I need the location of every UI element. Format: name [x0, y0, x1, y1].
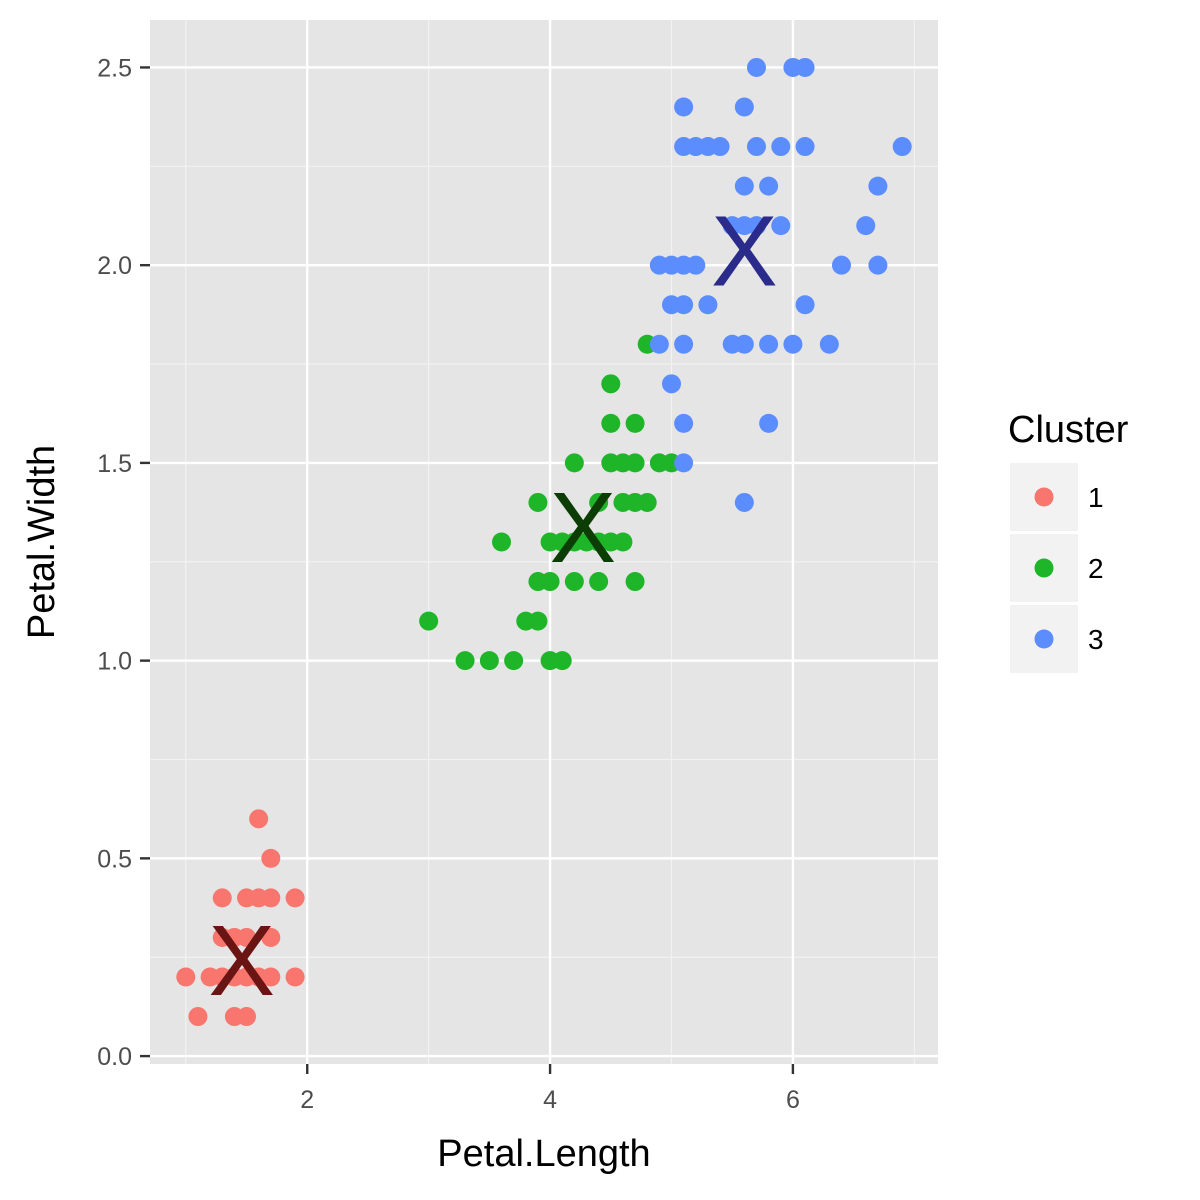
- point-cluster-3-13: [674, 295, 694, 315]
- point-cluster-2-29: [625, 453, 645, 473]
- legend-swatch-1: [1034, 487, 1054, 507]
- point-cluster-3-8: [734, 334, 754, 354]
- point-cluster-2-4: [552, 651, 572, 671]
- legend-label-3: 3: [1088, 624, 1104, 655]
- point-cluster-2-32: [601, 413, 621, 433]
- point-cluster-1-21: [249, 809, 269, 829]
- point-cluster-3-28: [759, 176, 779, 196]
- y-tick-label-3: 1.5: [97, 450, 132, 478]
- x-axis-title: Petal.Length: [437, 1133, 650, 1175]
- centroid-cluster-3: X: [711, 195, 778, 307]
- x-tick-label-2: 6: [786, 1086, 800, 1114]
- point-cluster-3-29: [868, 176, 888, 196]
- point-cluster-3-21: [868, 255, 888, 275]
- point-cluster-2-1: [479, 651, 499, 671]
- centroid-cluster-1: X: [208, 905, 275, 1017]
- point-cluster-1-10: [237, 1007, 257, 1027]
- x-tick-label-1: 4: [543, 1086, 557, 1114]
- point-cluster-1-13: [237, 927, 257, 947]
- point-cluster-2-5: [419, 611, 439, 631]
- point-cluster-1-8: [188, 1007, 208, 1027]
- point-cluster-1-7: [285, 967, 305, 987]
- point-cluster-2-26: [564, 453, 584, 473]
- y-axis-title: Petal.Width: [21, 445, 63, 639]
- point-cluster-3-19: [686, 255, 706, 275]
- legend-swatch-2: [1034, 558, 1054, 578]
- y-tick-label-0: 0.0: [97, 1043, 132, 1071]
- point-cluster-1-18: [261, 888, 281, 908]
- point-cluster-3-36: [795, 137, 815, 157]
- point-cluster-1-0: [176, 967, 196, 987]
- point-cluster-2-10: [564, 572, 584, 592]
- point-cluster-3-35: [771, 137, 791, 157]
- point-cluster-3-2: [759, 413, 779, 433]
- centroid-markers: X X X: [208, 195, 777, 1016]
- point-cluster-1-6: [261, 967, 281, 987]
- point-cluster-3-40: [746, 57, 766, 77]
- y-tick-label-5: 2.5: [97, 54, 132, 82]
- point-cluster-3-15: [795, 295, 815, 315]
- data-points: [176, 57, 912, 1027]
- point-cluster-3-33: [710, 137, 730, 157]
- point-cluster-2-7: [528, 611, 548, 631]
- x-tick-label-0: 2: [300, 1086, 314, 1114]
- point-cluster-2-13: [492, 532, 512, 552]
- point-cluster-3-14: [698, 295, 718, 315]
- point-cluster-1-15: [212, 888, 232, 908]
- point-cluster-1-20: [261, 848, 281, 868]
- point-cluster-3-37: [892, 137, 912, 157]
- point-cluster-3-0: [674, 453, 694, 473]
- point-cluster-2-21: [528, 492, 548, 512]
- point-cluster-2-34: [601, 374, 621, 394]
- legend-swatch-3: [1034, 629, 1054, 649]
- centroid-cluster-2: X: [550, 472, 617, 584]
- point-cluster-2-11: [589, 572, 609, 592]
- legend-label-2: 2: [1088, 553, 1104, 584]
- point-cluster-3-42: [795, 57, 815, 77]
- point-cluster-3-11: [819, 334, 839, 354]
- point-cluster-3-4: [661, 374, 681, 394]
- y-axis: 0.0 0.5 1.0 1.5 2.0 2.5: [97, 54, 150, 1071]
- point-cluster-3-26: [856, 216, 876, 236]
- x-axis: 2 4 6: [300, 1064, 800, 1114]
- point-cluster-3-38: [674, 97, 694, 117]
- point-cluster-3-3: [674, 413, 694, 433]
- point-cluster-3-10: [783, 334, 803, 354]
- point-cluster-3-25: [771, 216, 791, 236]
- point-cluster-3-34: [746, 137, 766, 157]
- point-cluster-3-39: [734, 97, 754, 117]
- point-cluster-3-6: [674, 334, 694, 354]
- point-cluster-2-33: [625, 413, 645, 433]
- point-cluster-3-9: [759, 334, 779, 354]
- point-cluster-2-9: [540, 572, 560, 592]
- legend: Cluster 1 2 3: [1008, 409, 1129, 673]
- point-cluster-3-27: [734, 176, 754, 196]
- y-tick-label-1: 0.5: [97, 845, 132, 873]
- legend-label-1: 1: [1088, 482, 1104, 513]
- y-tick-label-4: 2.0: [97, 252, 132, 280]
- point-cluster-3-20: [831, 255, 851, 275]
- point-cluster-3-5: [649, 334, 669, 354]
- point-cluster-3-24: [746, 216, 766, 236]
- point-cluster-1-14: [261, 927, 281, 947]
- point-cluster-1-19: [285, 888, 305, 908]
- point-cluster-2-2: [504, 651, 524, 671]
- point-cluster-2-25: [637, 492, 657, 512]
- point-cluster-2-20: [613, 532, 633, 552]
- minor-gridlines: [150, 20, 938, 1064]
- point-cluster-2-12: [625, 572, 645, 592]
- y-tick-label-2: 1.0: [97, 648, 132, 676]
- point-cluster-2-22: [589, 492, 609, 512]
- point-cluster-2-0: [455, 651, 475, 671]
- legend-title: Cluster: [1008, 409, 1129, 451]
- point-cluster-3-1: [734, 492, 754, 512]
